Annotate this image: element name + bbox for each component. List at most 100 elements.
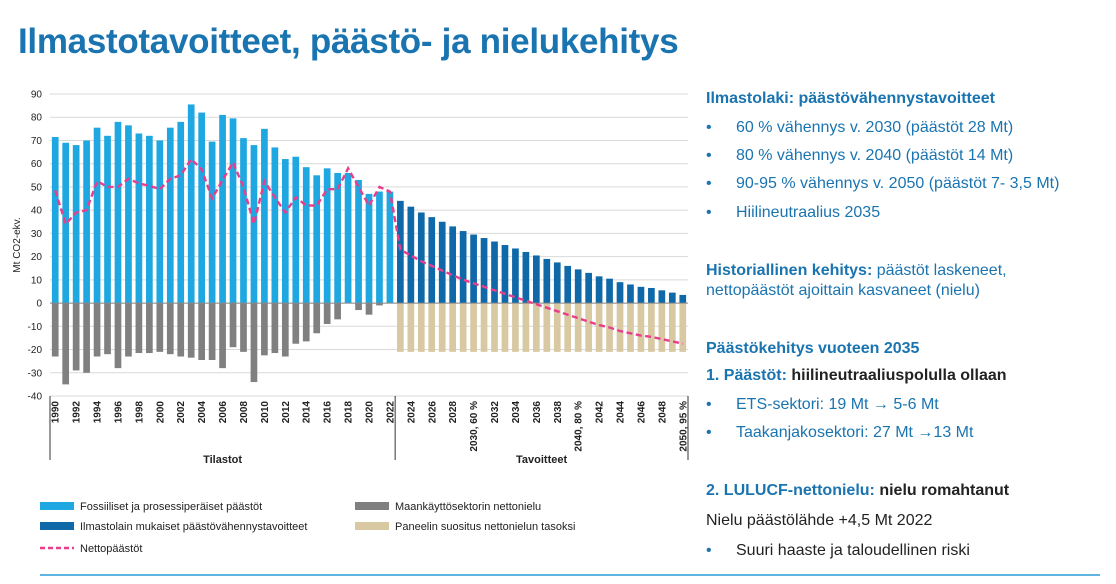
x-tick-label: 2040, 80 % — [574, 401, 585, 452]
risk-item: • Suuri haaste ja taloudellinen riski — [706, 542, 970, 559]
y-tick-label: -40 — [28, 392, 43, 403]
bar — [187, 104, 195, 304]
bar — [323, 168, 331, 304]
bullet-icon: • — [706, 396, 712, 413]
bar — [564, 303, 572, 352]
bar — [250, 303, 258, 383]
bar — [365, 303, 373, 315]
section-label: Tilastot — [203, 454, 242, 466]
y-tick-label: 20 — [31, 252, 43, 263]
sector-item: • Taakanjakosektori: 27 Mt →13 Mt — [706, 424, 974, 441]
bar — [355, 303, 362, 311]
y-tick-label: -20 — [28, 345, 43, 356]
bar — [658, 303, 666, 352]
bar — [376, 303, 383, 306]
target-item: • 90-95 % vähennys v. 2050 (päästöt 7- 3,… — [706, 175, 1060, 192]
bar — [407, 206, 415, 304]
bar — [302, 167, 310, 304]
target-item: • 80 % vähennys v. 2040 (päästöt 14 Mt) — [706, 147, 1014, 164]
bar — [125, 125, 132, 304]
x-tick-label: 1994 — [93, 401, 104, 424]
x-tick-label: 2044 — [616, 401, 627, 424]
x-tick-label: 2026 — [427, 401, 438, 424]
bullet-icon: • — [706, 424, 712, 441]
bar — [397, 200, 404, 304]
bar — [271, 147, 279, 304]
bar — [261, 303, 268, 356]
x-tick-label: 2042 — [595, 401, 606, 424]
bar — [417, 303, 425, 352]
bar — [135, 303, 143, 354]
bar — [344, 172, 352, 304]
bar — [93, 303, 101, 357]
bar — [449, 226, 457, 304]
bar — [480, 238, 488, 304]
bar — [83, 303, 90, 373]
bar — [72, 145, 80, 304]
sector-item: • ETS-sektori: 19 Mt → 5-6 Mt — [706, 396, 939, 413]
bullet-icon: • — [706, 542, 712, 559]
lulucf-line: Nielu päästölähde +4,5 Mt 2022 — [706, 512, 933, 529]
target-item: • 60 % vähennys v. 2030 (päästöt 28 Mt) — [706, 119, 1014, 136]
bar — [271, 303, 279, 354]
bar — [386, 191, 394, 304]
x-tick-label: 1990 — [51, 401, 62, 424]
x-tick-label: 2038 — [553, 401, 564, 424]
bar — [648, 287, 655, 304]
bar — [564, 265, 572, 304]
x-axis: 1990 1992 1994 1996 1998 2000 2002 2004 2006 2008… — [49, 396, 689, 466]
bar — [470, 303, 477, 352]
bar — [208, 303, 216, 360]
bar — [261, 128, 268, 304]
x-tick-label: 2036 — [532, 401, 543, 424]
x-tick-label: 2048 — [657, 401, 668, 424]
bar — [292, 303, 300, 344]
bar — [219, 303, 226, 369]
x-tick-label: 2032 — [490, 401, 501, 424]
bar — [512, 303, 519, 352]
bar — [355, 179, 362, 304]
legend-swatch — [40, 502, 74, 510]
bar — [616, 303, 624, 352]
bar — [365, 193, 373, 304]
bar — [250, 145, 258, 304]
bar — [449, 303, 457, 352]
bar — [125, 303, 132, 357]
bar — [219, 114, 226, 304]
bullet-icon: • — [706, 175, 712, 192]
bar — [627, 284, 634, 304]
x-tick-label: 2016 — [323, 401, 334, 424]
bar — [595, 276, 603, 304]
bar — [313, 303, 321, 334]
x-tick-label: 2018 — [344, 401, 355, 424]
x-tick-label: 2030, 60 % — [469, 401, 480, 452]
bar — [302, 303, 310, 342]
legend-swatch — [40, 522, 74, 530]
history-line-2: nettopäästöt ajoittain kasvaneet (nielu) — [706, 282, 980, 299]
x-tick-label: 2008 — [239, 401, 250, 424]
bar — [438, 221, 446, 304]
bar — [72, 303, 80, 371]
y-axis: -40 -30 -20 -10 0 10 20 30 40 50 60 70 80 90 Mt CO2-ek… — [12, 90, 42, 403]
bar — [522, 251, 530, 304]
legend-swatch — [355, 522, 389, 530]
x-tick-label: 2028 — [448, 401, 459, 424]
bar — [292, 156, 300, 304]
bar — [616, 282, 624, 304]
bar — [166, 303, 174, 355]
lulucf-heading: 2. LULUCF-nettonielu: nielu romahtanut — [706, 482, 1010, 499]
bar — [668, 292, 676, 304]
y-tick-label: -30 — [28, 368, 43, 379]
bar — [470, 234, 477, 304]
bullet-icon: • — [706, 147, 712, 164]
bar — [532, 255, 540, 304]
bottom-divider — [40, 574, 1100, 576]
bar — [313, 175, 321, 304]
bar — [114, 303, 122, 369]
bar — [668, 303, 676, 352]
bar — [104, 135, 111, 304]
chart-bars — [51, 104, 687, 385]
outlook-heading: Päästökehitys vuoteen 2035 — [706, 340, 920, 357]
y-tick-label: 90 — [31, 90, 43, 101]
bar — [229, 118, 237, 304]
